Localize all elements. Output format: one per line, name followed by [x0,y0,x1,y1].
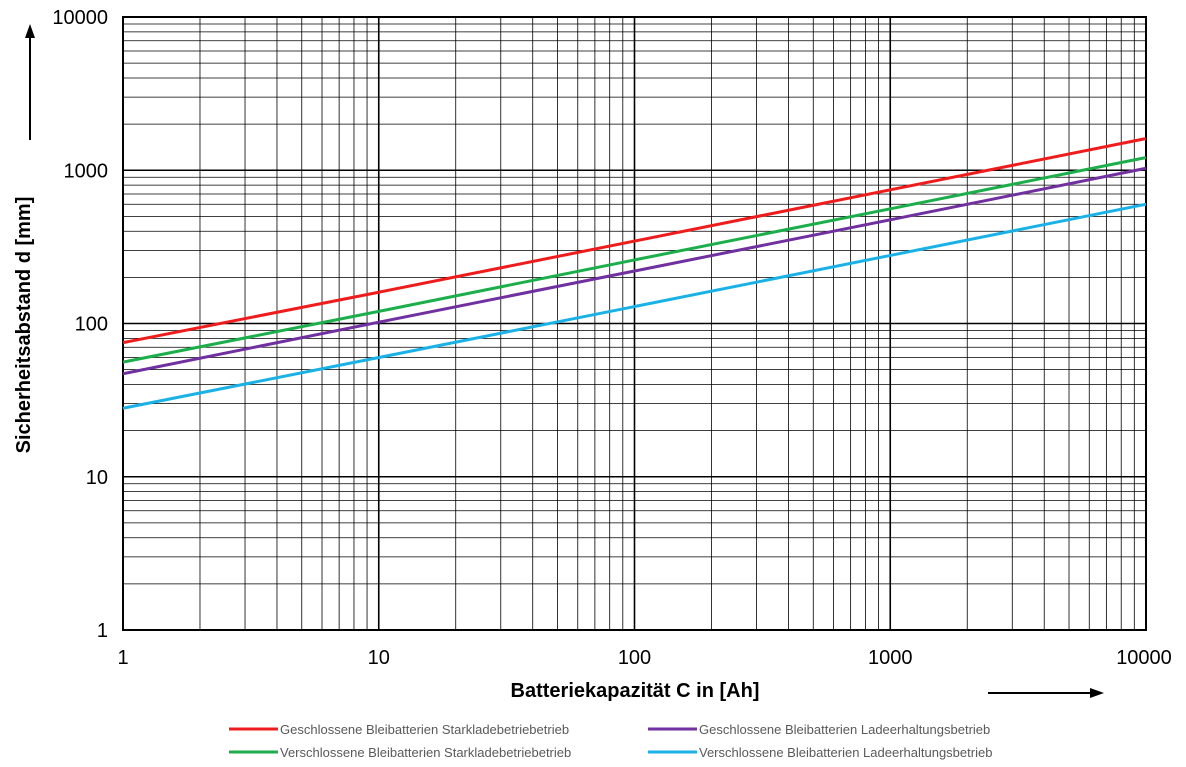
legend-label: Verschlossene Bleibatterien Ladeerhaltun… [699,745,992,760]
y-tick-label: 10 [86,467,108,489]
legend: Geschlossene Bleibatterien Starkladebetr… [229,722,992,760]
legend-label: Geschlossene Bleibatterien Ladeerhaltung… [699,722,990,737]
legend-item: Verschlossene Bleibatterien Starkladebet… [229,745,571,760]
y-axis-arrow [25,24,35,140]
x-tick-label: 1000 [868,647,913,669]
plot-frame [122,16,1147,631]
legend-label: Geschlossene Bleibatterien Starkladebetr… [280,722,569,737]
series-line-3 [122,156,1147,364]
x-axis-title: Batteriekapazität C in [Ah] [511,680,760,702]
series-line-1 [122,137,1147,345]
y-tick-label: 100 [75,314,108,336]
x-axis-arrow [988,688,1104,698]
y-axis-title: Sicherheitsabstand d [mm] [13,197,35,454]
y-tick-label: 1000 [64,160,109,182]
x-tick-label: 1 [117,647,128,669]
series-layer [122,137,1147,410]
x-tick-label: 100 [618,647,651,669]
legend-item: Geschlossene Bleibatterien Starkladebetr… [229,722,569,737]
series-line-4 [122,202,1147,410]
series-line-2 [122,166,1147,376]
y-tick-label: 1 [97,620,108,642]
x-tick-labels: 1 10 100 1000 10000 [117,647,1171,669]
y-tick-labels: 1 10 100 1000 10000 [52,7,108,642]
x-tick-label: 10000 [1116,647,1172,669]
y-tick-label: 10000 [52,7,108,29]
legend-label: Verschlossene Bleibatterien Starkladebet… [280,745,571,760]
legend-item: Geschlossene Bleibatterien Ladeerhaltung… [648,722,990,737]
legend-item: Verschlossene Bleibatterien Ladeerhaltun… [648,745,992,760]
x-tick-label: 10 [368,647,390,669]
